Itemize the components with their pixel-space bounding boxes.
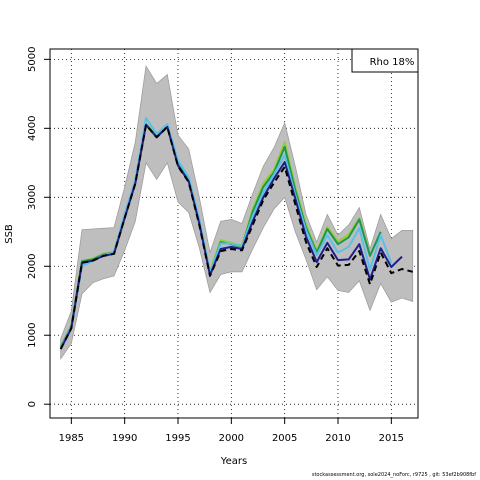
x-axis-title: Years: [220, 456, 247, 467]
y-tick-label: 2000: [27, 254, 38, 279]
x-tick-label: 1990: [112, 433, 137, 444]
footer-credit: stockassessment.org, sole2024_noForc, r9…: [311, 472, 476, 478]
y-tick-label: 5000: [27, 47, 38, 72]
y-tick-label: 1000: [27, 322, 38, 347]
x-tick-label: 2015: [379, 433, 404, 444]
legend-text: Rho 18%: [370, 57, 415, 68]
y-axis-title: SSB: [4, 224, 15, 244]
x-tick-label: 1985: [59, 433, 84, 444]
x-axis-ticks: 1985 1990 1995 2000 2005 2010 2015: [59, 418, 404, 444]
x-tick-label: 2005: [272, 433, 297, 444]
plot-frame: [49, 48, 419, 419]
series-lines: [59, 117, 413, 350]
x-tick-label: 1995: [165, 433, 190, 444]
legend-box: [351, 48, 419, 73]
series-line: [59, 123, 413, 350]
x-tick-label: 2000: [219, 433, 244, 444]
y-axis-ticks: 0 1000 2000 3000 4000 5000: [27, 47, 50, 407]
y-tick-label: 3000: [27, 185, 38, 210]
x-tick-label: 2010: [325, 433, 350, 444]
confidence-band: [60, 65, 414, 360]
y-tick-label: 4000: [27, 116, 38, 141]
y-tick-label: 0: [27, 401, 38, 407]
legend: Rho 18%: [351, 48, 419, 73]
